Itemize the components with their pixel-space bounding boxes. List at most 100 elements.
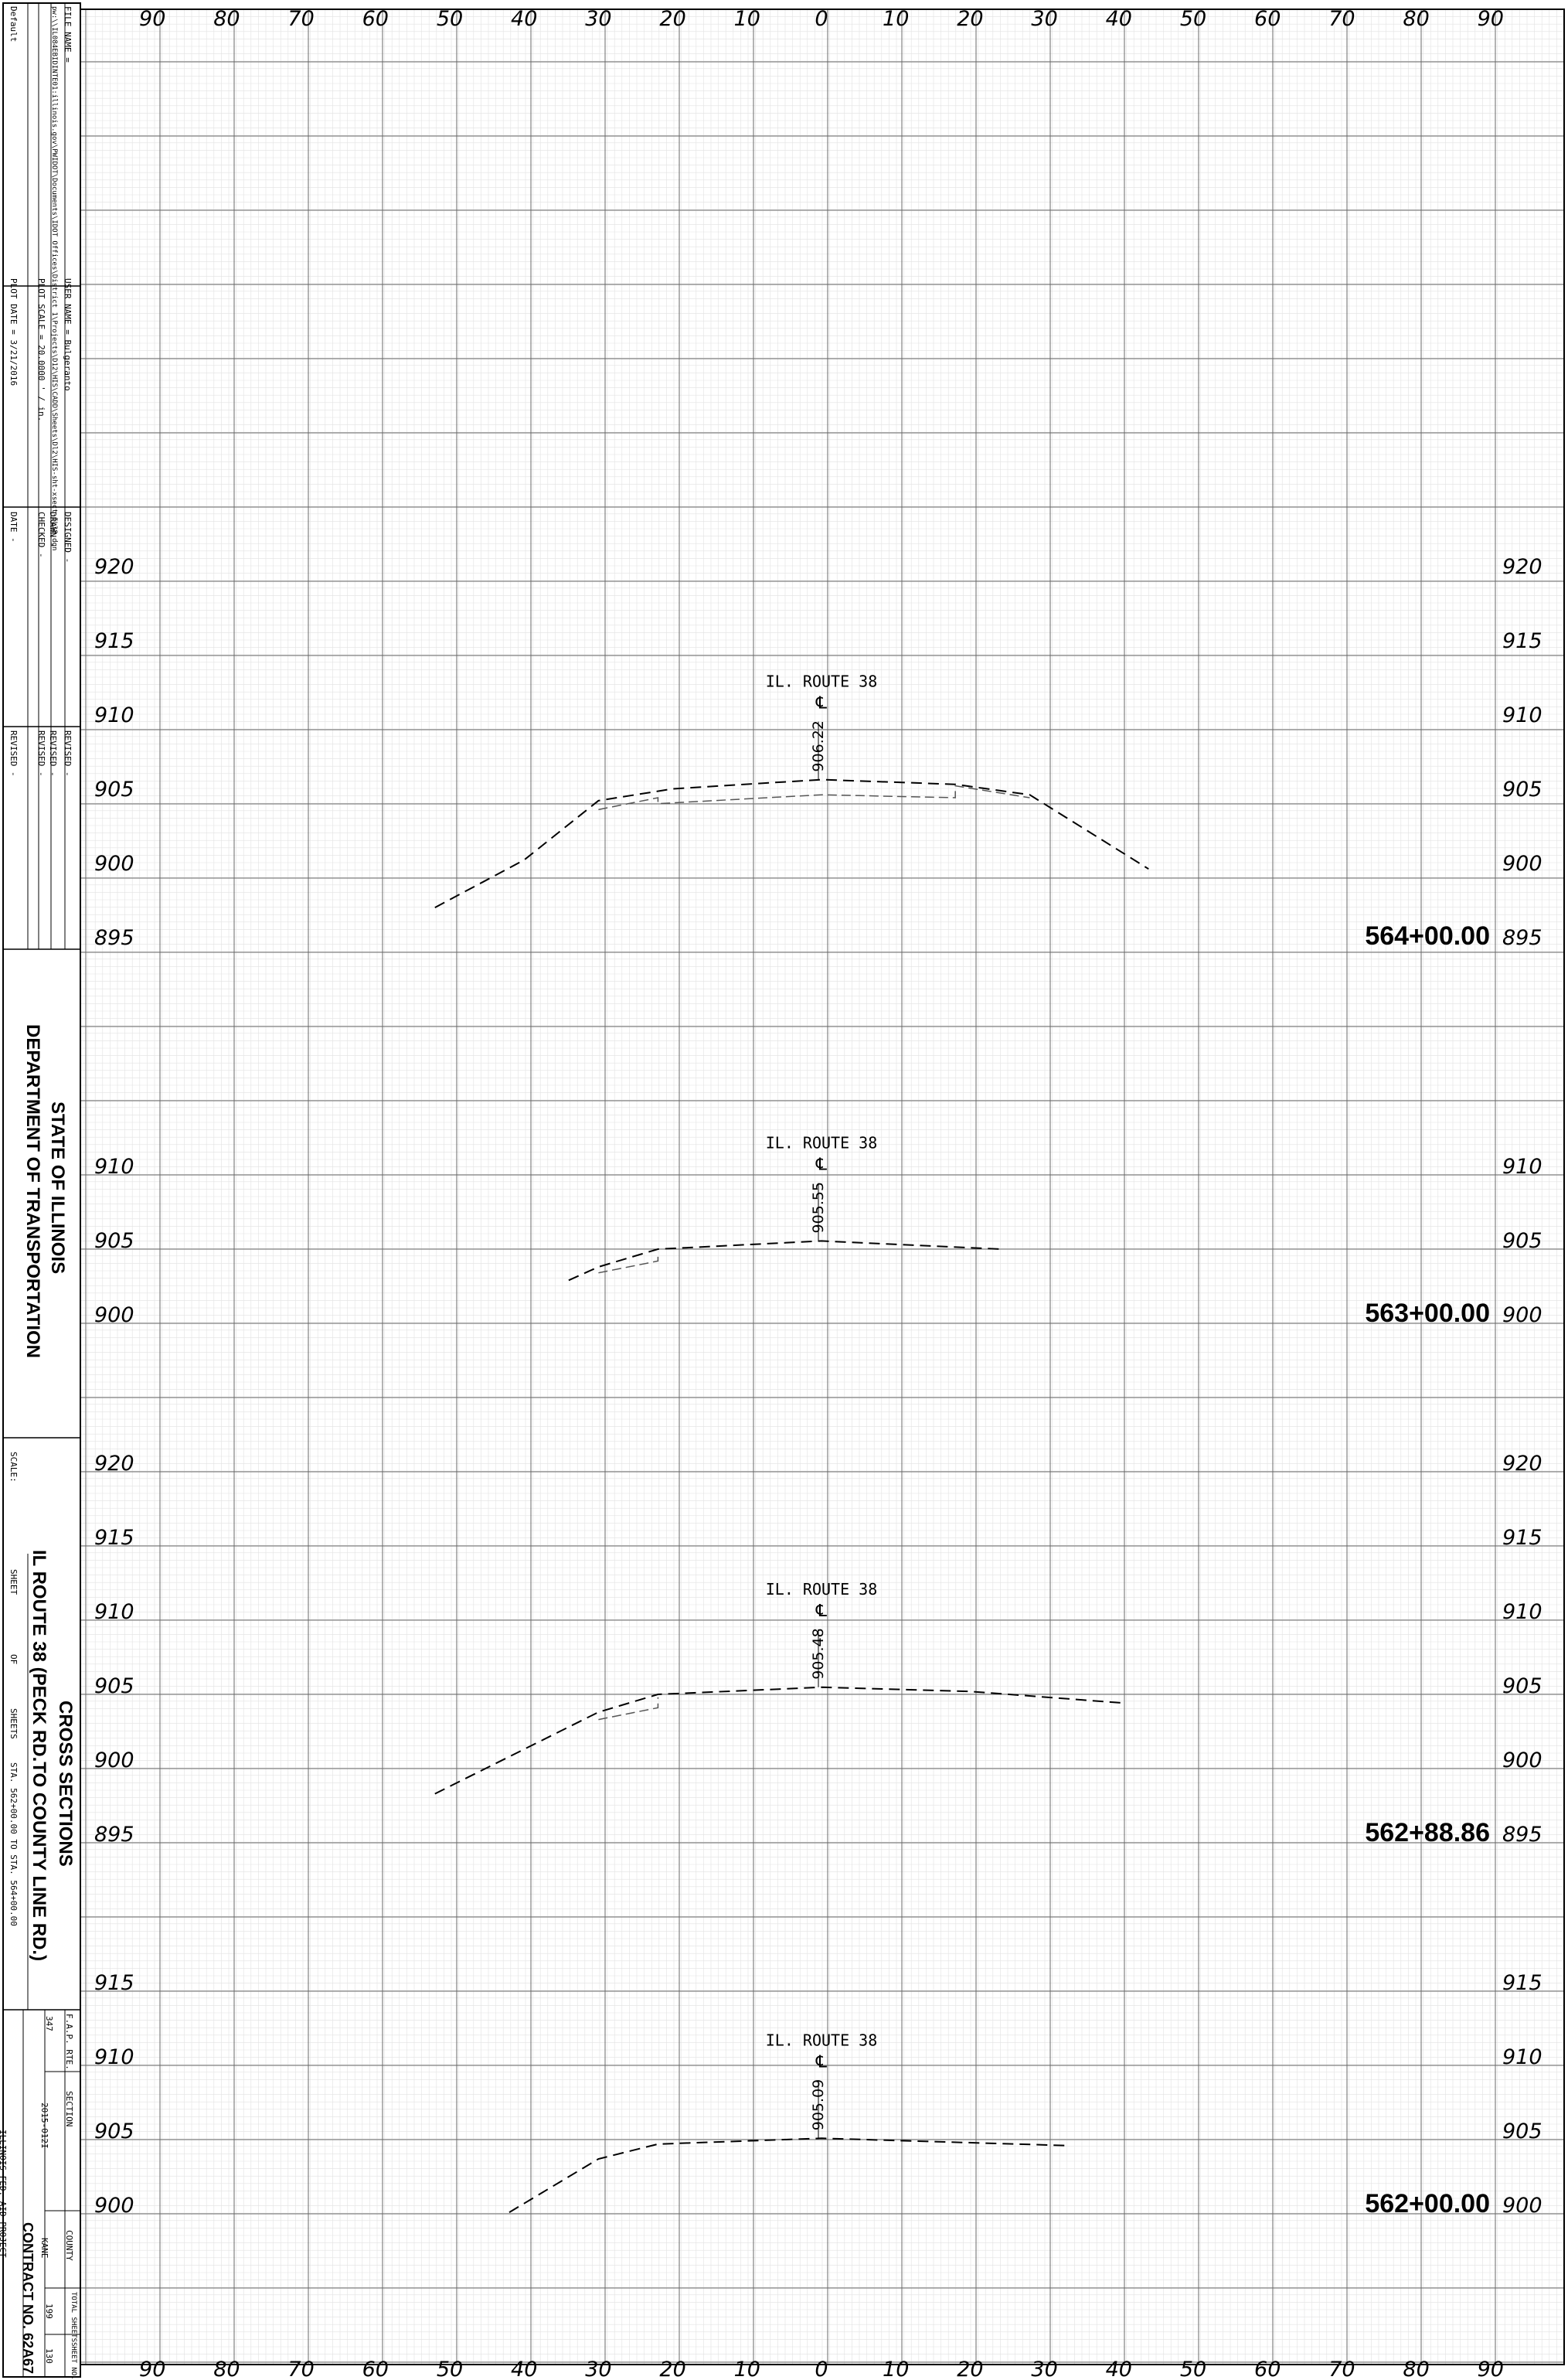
- offset-label-top: 70: [287, 7, 314, 31]
- plot-date-label: PLOT DATE = 3/21/2016: [9, 278, 19, 386]
- elevation-label-right: 915: [1502, 1971, 1542, 1995]
- elevation-label-right: 915: [1502, 629, 1542, 653]
- elevation-label-left: 905: [94, 1229, 134, 1253]
- elevation-label-left: 900: [94, 1303, 134, 1327]
- elevation-label-right: 900: [1502, 2194, 1542, 2218]
- total-sheets-value: 199: [44, 2303, 54, 2319]
- elevation-label-left: 920: [94, 1452, 134, 1476]
- revised-label-2: REVISED -: [48, 730, 58, 777]
- offset-label-top: 30: [585, 7, 611, 31]
- centerline-elevation: 905.48: [810, 1628, 827, 1679]
- offset-label-top: 40: [1106, 7, 1132, 31]
- elevation-label-left: 905: [94, 2120, 134, 2143]
- title-block-frame: [2, 2, 81, 2378]
- station-label: 562+88.86: [1365, 1818, 1490, 1847]
- county-value: KANE: [39, 2238, 49, 2259]
- checked-label: CHECKED -: [36, 512, 46, 558]
- fap-rte-label: F.A.P. RTE.: [64, 2014, 74, 2070]
- offset-label-bottom: 40: [1106, 2358, 1132, 2380]
- proposed-ground-line: [434, 778, 1149, 908]
- offset-label-top: 80: [213, 7, 240, 31]
- offset-label-top: 60: [362, 7, 389, 31]
- centerline-elevation: 906.22: [810, 720, 827, 771]
- offset-label-bottom: 30: [585, 2358, 611, 2380]
- offset-label-top: 20: [659, 7, 685, 31]
- date-label: DATE -: [9, 512, 19, 543]
- route-label: IL. ROUTE 38: [766, 672, 878, 691]
- station-label: 564+00.00: [1365, 921, 1490, 951]
- offset-label-top: 60: [1254, 7, 1281, 31]
- elevation-label-left: 905: [94, 778, 134, 802]
- station-range-label: STA. 562+00.00 TO STA. 564+00.00: [9, 1762, 19, 1926]
- elevation-label-right: 905: [1502, 1229, 1542, 1253]
- file-path-label: pw:\\IL084EBIDINTE01:illinois.gov\PWIDOT…: [50, 6, 58, 551]
- offset-label-bottom: 40: [511, 2358, 537, 2380]
- revised-label-4: REVISED -: [9, 730, 19, 777]
- existing-ground-line: [598, 785, 1030, 811]
- centerline-elevation: 905.09: [810, 2079, 827, 2130]
- offset-label-bottom: 70: [1328, 2358, 1355, 2380]
- offset-label-top: 90: [1478, 7, 1504, 31]
- revised-label-1: REVISED -: [63, 730, 73, 777]
- centerline-icon: ℄: [815, 1602, 828, 1621]
- elevation-label-right: 910: [1502, 703, 1542, 727]
- designed-label: DESIGNED -: [63, 512, 73, 564]
- elevation-label-right: 915: [1502, 1526, 1542, 1550]
- route-label: IL. ROUTE 38: [766, 2031, 878, 2049]
- elevation-label-right: 920: [1502, 555, 1542, 579]
- elevation-label-left: 915: [94, 629, 134, 653]
- offset-label-bottom: 70: [287, 2358, 314, 2380]
- elevation-label-left: 910: [94, 2045, 134, 2069]
- county-label: COUNTY: [64, 2230, 74, 2261]
- offset-label-bottom: 60: [1254, 2358, 1281, 2380]
- offset-label-top: 40: [511, 7, 537, 31]
- fap-rte-value: 347: [44, 2016, 54, 2031]
- offset-label-bottom: 80: [213, 2358, 240, 2380]
- route-label: IL. ROUTE 38: [766, 1133, 878, 1152]
- proposed-ground-line: [568, 1240, 1000, 1282]
- proposed-ground-line: [434, 1686, 1127, 1795]
- elevation-label-left: 910: [94, 1155, 134, 1179]
- elevation-label-right: 920: [1502, 1452, 1542, 1476]
- scale-label: SCALE:: [9, 1452, 19, 1483]
- elevation-label-left: 915: [94, 1971, 134, 1995]
- elevation-label-left: 895: [94, 926, 134, 950]
- offset-label-top: 20: [957, 7, 983, 31]
- elevation-label-left: 910: [94, 703, 134, 727]
- section-label: SECTION: [64, 2091, 74, 2127]
- elevation-label-right: 910: [1502, 1600, 1542, 1624]
- elevation-label-left: 895: [94, 1823, 134, 1847]
- proposed-ground-line: [508, 2137, 1067, 2213]
- offset-label-top: 30: [1031, 7, 1057, 31]
- sheet-no-label: SHEET NO.: [70, 2342, 77, 2380]
- elevation-label-left: 900: [94, 852, 134, 876]
- sheet-label: SHEET: [9, 1569, 19, 1595]
- centerline-elevation: 905.55: [810, 1182, 827, 1233]
- elevation-label-right: 910: [1502, 2045, 1542, 2069]
- file-name-label: FILE NAME =: [63, 6, 73, 63]
- elevation-label-left: 905: [94, 1674, 134, 1698]
- offset-label-top: 80: [1403, 7, 1429, 31]
- existing-ground-line: [598, 1251, 659, 1274]
- offset-label-top: 50: [1180, 7, 1206, 31]
- offset-label-bottom: 20: [659, 2358, 685, 2380]
- drawn-label: DRAWN -: [48, 512, 58, 548]
- user-name-label: USER NAME = Bulgeranto: [63, 278, 73, 391]
- revised-label-3: REVISED -: [36, 730, 46, 777]
- offset-label-bottom: 20: [957, 2358, 983, 2380]
- default-label: Default: [9, 6, 19, 43]
- of-label: OF: [9, 1654, 19, 1665]
- agency-line-2: DEPARTMENT OF TRANSPORTATION: [22, 1024, 43, 1358]
- elevation-label-left: 920: [94, 555, 134, 579]
- sheets-label: SHEETS: [9, 1708, 19, 1739]
- offset-label-top: 50: [437, 7, 463, 31]
- elevation-label-right: 905: [1502, 778, 1542, 802]
- offset-label-top: 70: [1328, 7, 1355, 31]
- agency-line-1: STATE OF ILLINOIS: [47, 1101, 68, 1275]
- offset-label-bottom: 60: [362, 2358, 389, 2380]
- station-label: 563+00.00: [1365, 1299, 1490, 1328]
- offset-label-bottom: 50: [1180, 2358, 1206, 2380]
- offset-label-bottom: 90: [1478, 2358, 1504, 2380]
- elevation-label-left: 900: [94, 1748, 134, 1772]
